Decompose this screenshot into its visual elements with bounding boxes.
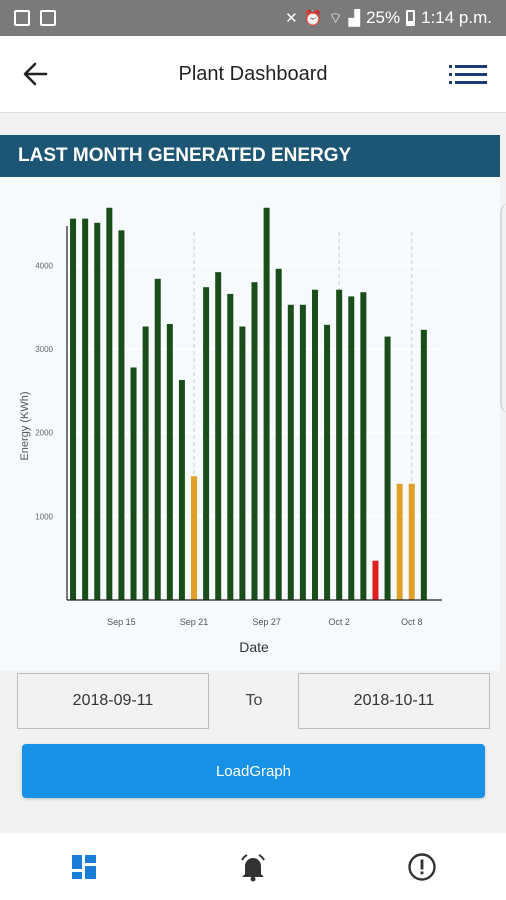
- y-tick-label: 2000: [35, 429, 53, 438]
- image-icon: [14, 10, 30, 26]
- arrow-left-icon: [23, 62, 48, 86]
- alert-circle-icon: [407, 852, 436, 881]
- alarm-bell-icon: [241, 853, 265, 881]
- bar: [70, 218, 77, 601]
- bar: [203, 287, 210, 600]
- from-date-field[interactable]: 2018-09-11: [17, 673, 209, 729]
- nav-dashboard[interactable]: [54, 837, 114, 897]
- bar: [336, 289, 343, 600]
- list-menu-icon: [449, 64, 487, 84]
- alarm-icon: ⏰: [303, 9, 323, 27]
- y-tick-label: 1000: [35, 512, 53, 521]
- mute-icon: ✕: [285, 9, 298, 27]
- wifi-icon: ⌔: [328, 9, 343, 27]
- page-title: Plant Dashboard: [178, 62, 328, 85]
- x-tick-label: Sep 15: [107, 617, 136, 627]
- section-title: LAST MONTH GENERATED ENERGY: [0, 135, 500, 177]
- bar: [311, 289, 318, 600]
- bar: [263, 207, 270, 600]
- x-tick-label: Sep 27: [252, 617, 281, 627]
- bar: [420, 329, 427, 600]
- x-tick-label: Oct 8: [401, 617, 423, 627]
- bar: [82, 218, 89, 601]
- back-button[interactable]: [0, 36, 70, 113]
- bottom-nav: [0, 833, 506, 900]
- menu-button[interactable]: [436, 36, 506, 113]
- bar: [166, 324, 173, 600]
- bar: [227, 293, 234, 600]
- nav-alarms[interactable]: [223, 837, 283, 897]
- bar: [239, 326, 246, 600]
- y-tick-label: 3000: [35, 345, 53, 354]
- nav-alerts[interactable]: [392, 837, 452, 897]
- chart-panel: 1000 2000 3000 4000 Sep 15 Sep 21 Sep 27 Oct 2 O…: [0, 177, 500, 671]
- gallery-icon: [40, 10, 56, 26]
- bar: [372, 560, 379, 600]
- bar: [251, 282, 258, 600]
- energy-bar-chart: 1000 2000 3000 4000 Sep 15 Sep 21 Sep 27 Oct 2 O…: [19, 207, 442, 655]
- bar: [287, 304, 294, 600]
- bar: [348, 296, 355, 600]
- date-range-row: 2018-09-11 To 2018-10-11: [0, 673, 506, 733]
- bar: [178, 380, 185, 600]
- y-tick-label: 4000: [35, 261, 53, 270]
- bar: [118, 230, 125, 600]
- bar: [215, 272, 222, 600]
- x-tick-label: Oct 2: [328, 617, 350, 627]
- battery-icon: [406, 10, 416, 26]
- bar: [299, 304, 306, 600]
- bar: [408, 483, 415, 600]
- bar: [324, 324, 331, 600]
- status-bar: ✕ ⏰ ⌔ ▟ 25% 1:14 p.m.: [0, 0, 506, 36]
- bar: [154, 278, 161, 600]
- to-date-field[interactable]: 2018-10-11: [298, 673, 490, 729]
- to-label: To: [245, 692, 263, 709]
- drawer-handle[interactable]: [500, 203, 506, 413]
- bar: [94, 222, 101, 601]
- battery-percent: 25%: [366, 8, 401, 27]
- x-tick-label: Sep 21: [180, 617, 209, 627]
- bar: [130, 367, 137, 600]
- bar: [191, 476, 198, 600]
- dashboard-icon: [72, 854, 97, 879]
- signal-icon: ▟: [348, 9, 361, 27]
- x-axis-label: Date: [239, 639, 269, 655]
- bar: [106, 207, 113, 600]
- app-bar: Plant Dashboard: [0, 36, 506, 113]
- clock: 1:14 p.m.: [421, 8, 492, 27]
- y-axis-label: Energy (KWh): [19, 391, 31, 460]
- bar: [384, 336, 391, 600]
- bar: [142, 326, 149, 600]
- load-graph-button[interactable]: LoadGraph: [22, 744, 485, 798]
- bar: [360, 292, 367, 600]
- bar: [275, 268, 282, 600]
- bar: [396, 483, 403, 600]
- content-area: LAST MONTH GENERATED ENERGY 1000 2000 3000…: [0, 113, 506, 833]
